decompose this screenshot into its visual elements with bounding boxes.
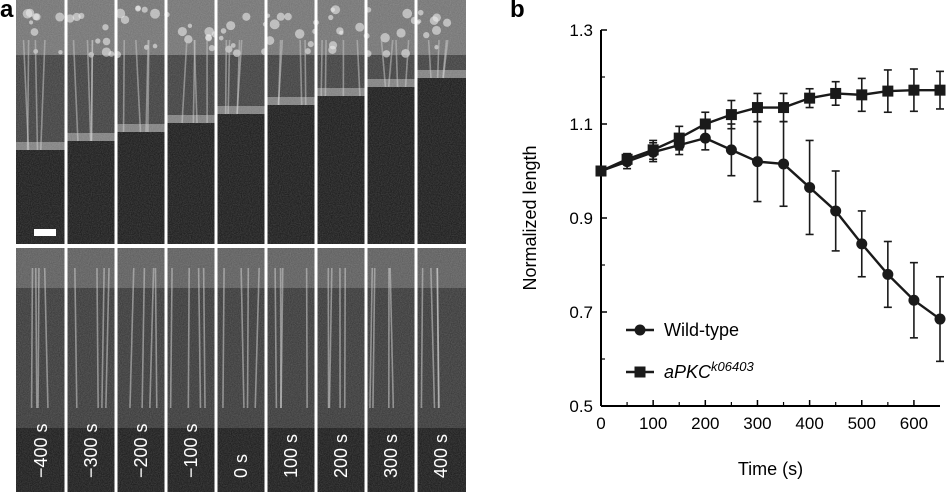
data-point-square [934,84,946,96]
legend-item: aPKCk06403 [626,359,754,382]
data-point-circle [804,181,816,193]
data-point-circle [934,313,946,325]
legend-item: Wild-type [626,320,739,340]
data-point-square [804,92,816,104]
series-line [600,136,941,321]
series-apkc [595,68,946,177]
data-point-square [595,165,607,177]
panel-b-label: b [510,0,525,23]
x-tick-label: 400 [795,414,823,433]
x-tick-label: 500 [848,414,876,433]
data-point-circle [830,205,842,217]
data-point-square [621,153,633,165]
series-wild-type [595,120,946,363]
data-point-circle [856,238,868,250]
data-point-square [856,89,868,101]
time-label: −400 s [31,423,51,478]
y-axis-label: Normalized length [520,145,540,290]
data-point-square [908,84,920,96]
data-point-circle [778,158,790,170]
legend-label: Wild-type [664,320,739,340]
panel-a-label: a [0,0,14,23]
time-label: −100 s [181,423,201,478]
x-tick-label: 300 [743,414,771,433]
data-point-square [830,87,842,99]
data-point-circle [882,268,894,280]
frame-dividers [16,0,466,492]
data-point-square [673,132,685,144]
chart-legend: Wild-type aPKCk06403 [626,320,754,382]
chart-series [595,68,946,363]
data-point-square [882,85,894,97]
y-tick-label: 0.5 [569,397,593,416]
data-point-circle [908,294,920,306]
scale-bar [34,229,56,236]
time-label: 100 s [281,434,301,478]
time-label: 200 s [331,434,351,478]
data-point-circle [751,156,763,168]
length-chart: 0 100 200 300 400 500 600 0.5 0.7 0.9 1.1 1.3 Wild-… [520,21,946,479]
x-tick-label: 600 [900,414,928,433]
time-label: 300 s [381,434,401,478]
y-tick-label: 1.3 [569,21,593,40]
time-labels: −400 s −300 s −200 s −100 s 0 s 100 s 200 s 300… [31,423,451,478]
legend-label: aPKCk06403 [664,359,754,382]
x-axis-label: Time (s) [738,459,803,479]
y-tick-label: 1.1 [569,115,593,134]
x-tick-label: 0 [596,414,605,433]
time-label: −300 s [81,423,101,478]
data-point-square [699,118,711,130]
y-tick-label: 0.9 [569,209,593,228]
y-tick-label: 0.7 [569,303,593,322]
time-label: 0 s [231,454,251,478]
x-tick-label: 100 [639,414,667,433]
time-label: 400 s [431,434,451,478]
time-label: −200 s [131,423,151,478]
data-point-square [725,109,737,121]
microscopy-montage: −400 s −300 s −200 s −100 s 0 s 100 s 200 s 300… [16,0,466,492]
data-point-circle [725,144,737,156]
data-point-square [634,366,646,378]
data-point-square [778,102,790,114]
data-point-square [751,102,763,114]
chart-ticks: 0 100 200 300 400 500 600 0.5 0.7 0.9 1.1 1.3 [569,21,928,433]
x-tick-label: 200 [691,414,719,433]
row-divider [16,244,466,248]
data-point-circle [634,324,646,336]
data-point-square [647,144,659,156]
